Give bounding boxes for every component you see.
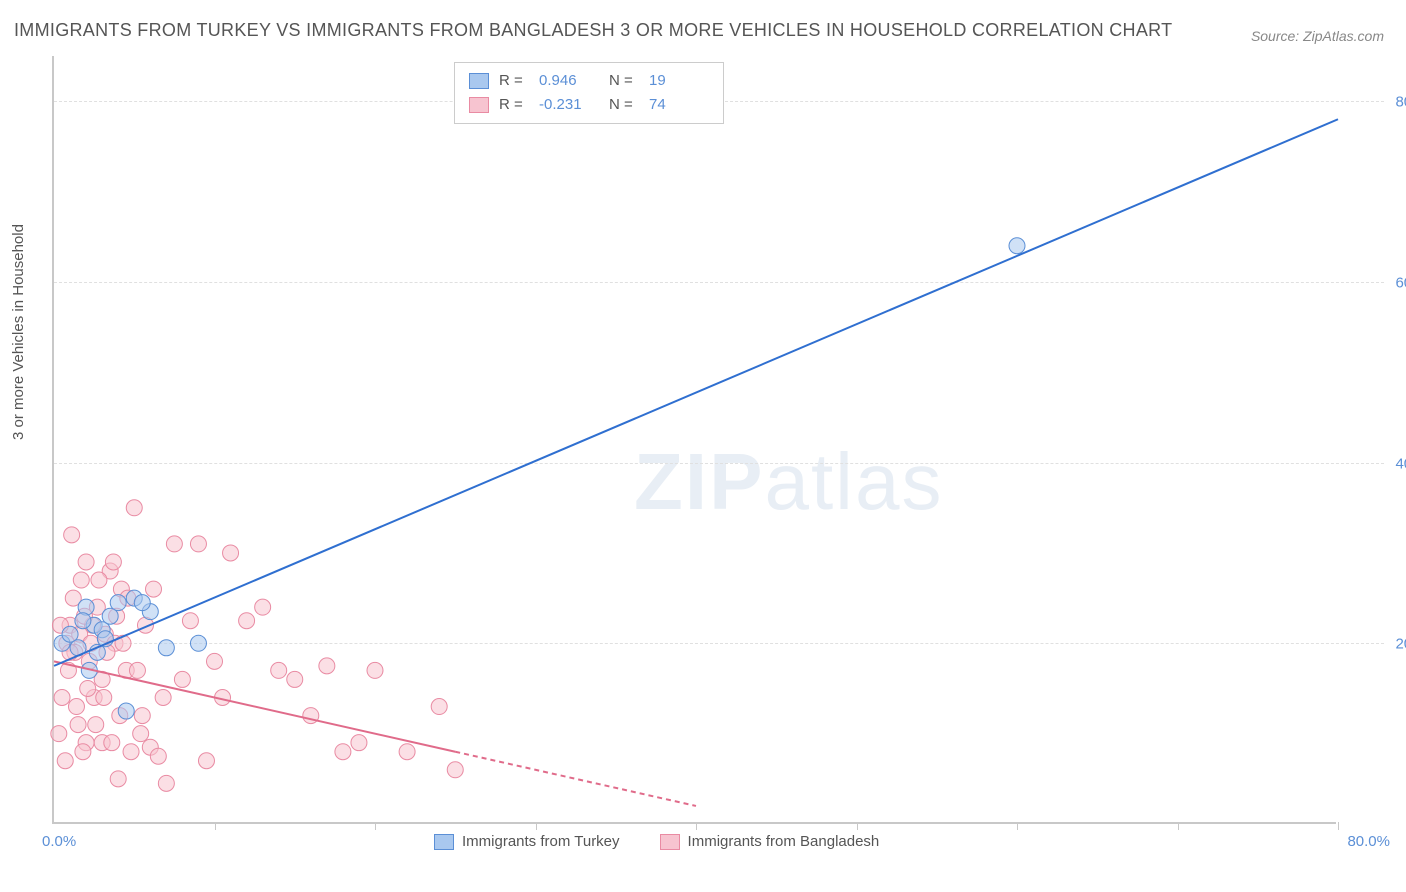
y-tick-label: 20.0% bbox=[1395, 636, 1406, 653]
swatch-series2 bbox=[660, 834, 680, 850]
swatch-series1 bbox=[434, 834, 454, 850]
series2-regression-dashed bbox=[455, 752, 696, 806]
chart-svg bbox=[54, 56, 1338, 824]
source-attribution: Source: ZipAtlas.com bbox=[1251, 28, 1384, 44]
swatch-series1 bbox=[469, 73, 489, 89]
stats-row-series2: R = -0.231 N = 74 bbox=[469, 93, 709, 117]
legend-label-series2: Immigrants from Bangladesh bbox=[688, 833, 880, 850]
series1-scatter bbox=[54, 238, 1025, 719]
plot-area: ZIPatlas 20.0%40.0%60.0%80.0% 0.0% 80.0%… bbox=[52, 56, 1336, 824]
stats-row-series1: R = 0.946 N = 19 bbox=[469, 69, 709, 93]
y-tick-label: 60.0% bbox=[1395, 274, 1406, 291]
legend-item-series2: Immigrants from Bangladesh bbox=[660, 833, 880, 850]
y-axis-label: 3 or more Vehicles in Household bbox=[10, 224, 27, 440]
series1-regression-line bbox=[54, 119, 1338, 666]
y-tick-label: 40.0% bbox=[1395, 455, 1406, 472]
legend-label-series1: Immigrants from Turkey bbox=[462, 833, 620, 850]
x-axis-min-label: 0.0% bbox=[42, 833, 76, 850]
y-tick-label: 80.0% bbox=[1395, 94, 1406, 111]
stats-legend: R = 0.946 N = 19 R = -0.231 N = 74 bbox=[454, 62, 724, 124]
legend-item-series1: Immigrants from Turkey bbox=[434, 833, 620, 850]
x-axis-max-label: 80.0% bbox=[1347, 833, 1390, 850]
swatch-series2 bbox=[469, 97, 489, 113]
series2-scatter bbox=[51, 500, 463, 792]
chart-title: IMMIGRANTS FROM TURKEY VS IMMIGRANTS FRO… bbox=[14, 20, 1172, 41]
bottom-legend: Immigrants from Turkey Immigrants from B… bbox=[434, 833, 879, 850]
